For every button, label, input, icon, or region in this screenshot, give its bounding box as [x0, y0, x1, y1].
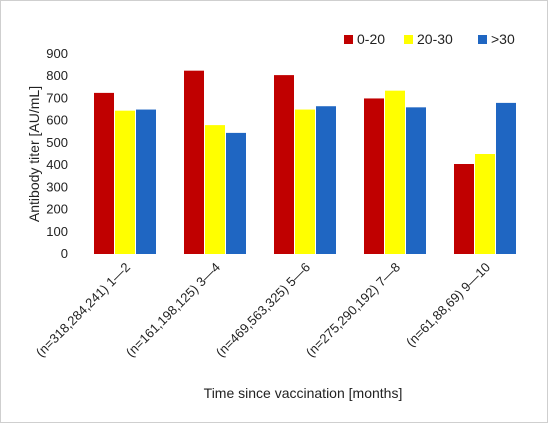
y-tick-label: 100	[46, 224, 68, 239]
y-tick-label: 500	[46, 135, 68, 150]
bar-2030-0	[115, 110, 135, 255]
bar-2030-2	[295, 109, 315, 254]
y-tick-labels: 0 100 200 300 400 500 600 700 800 900	[46, 46, 68, 261]
y-tick-label: 0	[61, 246, 68, 261]
bar-020-4	[454, 164, 474, 254]
y-tick-label: 800	[46, 68, 68, 83]
bar-020-3	[364, 98, 384, 254]
bar-2030-1	[205, 125, 225, 254]
y-tick-label: 400	[46, 157, 68, 172]
y-tick-label: 600	[46, 113, 68, 128]
bar-020-0	[94, 92, 114, 254]
legend-label: >30	[491, 31, 515, 47]
y-tick-label: 200	[46, 202, 68, 217]
legend-swatch	[478, 35, 487, 44]
bar-30-2	[316, 106, 336, 254]
x-tick-labels: (n=318,284,241) 1—2(n=161,198,125) 3—4(n…	[33, 260, 493, 360]
bars	[94, 70, 516, 255]
bar-2030-4	[475, 154, 495, 254]
bar-020-2	[274, 75, 294, 254]
bar-30-4	[496, 102, 516, 254]
legend-label: 20-30	[417, 31, 453, 47]
y-tick-label: 300	[46, 179, 68, 194]
bar-30-1	[226, 132, 246, 254]
y-tick-label: 700	[46, 90, 68, 105]
x-tick-label: (n=469,563,325) 5—6	[213, 260, 313, 360]
legend-swatch	[404, 35, 413, 44]
x-tick-label: (n=318,284,241) 1—2	[33, 260, 133, 360]
bar-2030-3	[385, 90, 405, 255]
legend-label: 0-20	[357, 31, 385, 47]
bar-30-3	[406, 107, 426, 254]
y-tick-label: 900	[46, 46, 68, 61]
x-tick-label: (n=275,290,192) 7—8	[303, 260, 403, 360]
legend: 0-20 20-30 >30	[344, 31, 515, 47]
legend-swatch	[344, 35, 353, 44]
x-tick-label: (n=61,88,69) 9—10	[403, 260, 493, 350]
y-axis-title: Antibody titer [AU/mL]	[26, 86, 42, 222]
x-tick-label: (n=161,198,125) 3—4	[123, 260, 223, 360]
x-axis-title: Time since vaccination [months]	[204, 385, 403, 401]
bar-020-1	[184, 70, 204, 255]
bar-30-0	[136, 109, 156, 254]
